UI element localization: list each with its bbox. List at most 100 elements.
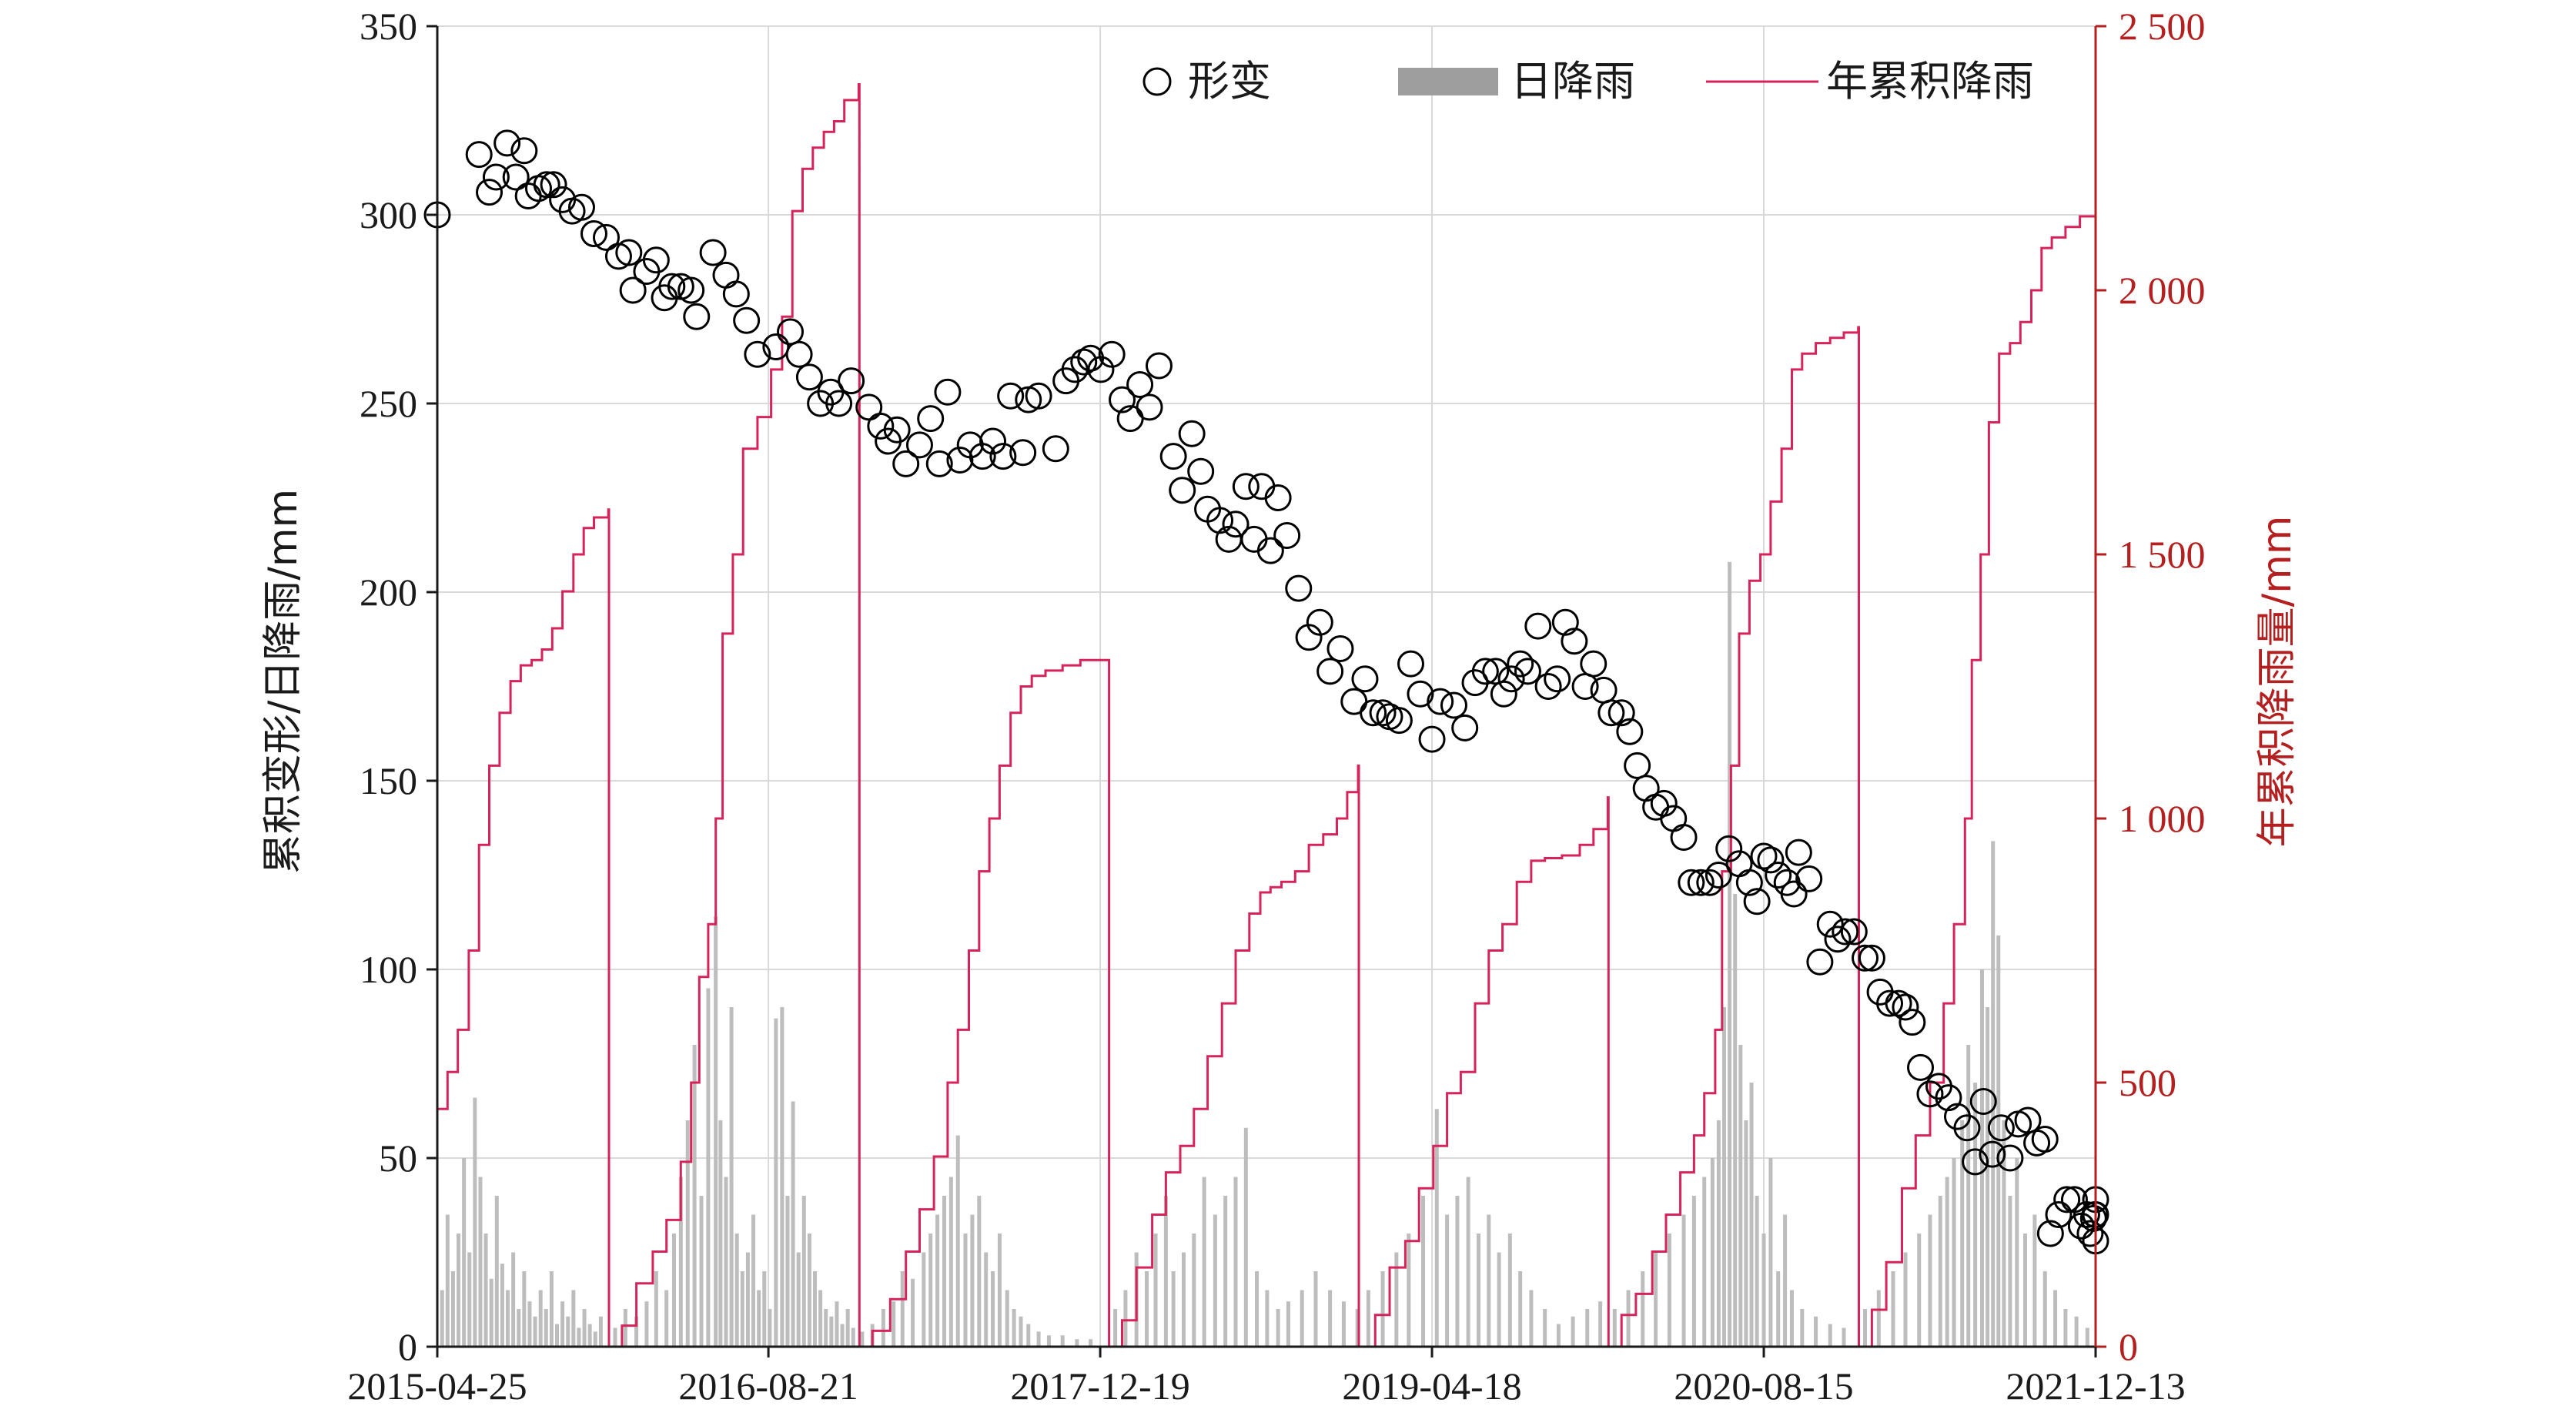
rain-bar (1233, 1177, 1238, 1347)
rain-bar (593, 1331, 597, 1347)
deformation-point (1169, 477, 1196, 504)
rain-bar (1518, 1271, 1523, 1347)
deformation-point (1571, 673, 1599, 700)
daily-rain-bars (440, 561, 2089, 1347)
rain-bar (734, 1234, 739, 1347)
rain-bar (1163, 1196, 1168, 1347)
rain-bar (517, 1309, 521, 1347)
y2-tick-label: 500 (2119, 1061, 2176, 1104)
legend-label-deformation: 形变 (1188, 57, 1271, 105)
deformation-point (2031, 1126, 2059, 1153)
rain-bar (1973, 1083, 1978, 1347)
rain-bar (963, 1234, 968, 1347)
deformation-point (1979, 1140, 2006, 1168)
rain-bar (2008, 1196, 2012, 1347)
rain-bar (1938, 1196, 1942, 1347)
deformation-point (1326, 635, 1354, 662)
rain-bar (494, 1196, 499, 1347)
y2-tick-label: 1 500 (2119, 533, 2206, 576)
deformation-point (997, 382, 1025, 410)
deformation-point (1780, 880, 1808, 908)
deformation-point (1832, 918, 1859, 946)
legend-circle-icon (1142, 67, 1172, 96)
deformation-point (1042, 435, 1069, 463)
rain-bar (1768, 1158, 1773, 1347)
deformation-point (1316, 658, 1344, 685)
deformation-point (1524, 612, 1552, 640)
deformation-point (1996, 1144, 2024, 1172)
deformation-point (1098, 340, 1126, 368)
rain-bar (1814, 1316, 1818, 1347)
rain-bar (473, 1097, 477, 1347)
deformation-point (476, 179, 503, 206)
deformation-point (1025, 382, 1052, 410)
rain-bar (571, 1290, 576, 1347)
deformation-point (905, 431, 933, 459)
rain-bar (1012, 1309, 1016, 1347)
rain-bar (1721, 1007, 1726, 1347)
legend: 形变 日降雨 年累积降雨 (1142, 57, 2034, 105)
rain-bar (785, 1196, 790, 1347)
rain-bar (928, 1234, 933, 1347)
deformation-point (1907, 1053, 1935, 1081)
deformation-point (540, 171, 567, 199)
rain-bar (840, 1324, 845, 1347)
rain-bar (440, 1290, 444, 1347)
deformation-point (1232, 473, 1260, 500)
deformation-point (1687, 869, 1715, 896)
rain-bar (560, 1301, 565, 1347)
rain-bar (506, 1290, 510, 1347)
y2-tick-label: 1 000 (2119, 797, 2206, 840)
deformation-point (2045, 1201, 2073, 1228)
y-tick-label: 0 (398, 1325, 417, 1368)
rain-bar (1585, 1309, 1590, 1347)
deformation-point (1743, 888, 1771, 916)
cumulative-rain-path (437, 83, 2097, 1348)
rain-bar (1800, 1309, 1805, 1347)
deformation-point (1616, 718, 1644, 745)
deformation-point (1816, 910, 1844, 938)
rain-bar (1420, 1196, 1425, 1347)
deformation-point (1418, 725, 1446, 753)
rain-bar (1153, 1234, 1158, 1347)
rain-bar (942, 1196, 946, 1347)
deformation-points (423, 129, 2109, 1255)
rain-bar (1744, 1120, 1748, 1347)
deformation-point (658, 273, 686, 300)
rain-bar (1529, 1290, 1534, 1347)
rain-bar (1691, 1196, 1696, 1347)
deformation-point (615, 239, 643, 266)
deformation-point (1385, 707, 1413, 735)
deformation-point (777, 318, 805, 346)
deformation-point (1507, 650, 1534, 678)
rain-bar (1612, 1309, 1617, 1347)
rain-bar (2085, 1327, 2089, 1347)
rain-bar (860, 1331, 865, 1347)
deformation-point (946, 447, 974, 474)
rain-bar (1171, 1271, 1176, 1347)
deformation-point (1735, 869, 1763, 896)
rain-bar (598, 1316, 603, 1347)
rain-bar (1265, 1290, 1270, 1347)
deformation-point (2053, 1186, 2081, 1213)
deformation-point (1852, 944, 1879, 972)
y-tick-label: 150 (360, 759, 417, 802)
rain-bar (774, 1018, 778, 1347)
rain-bar (1366, 1290, 1370, 1347)
rain-bar (566, 1316, 570, 1347)
deformation-point (699, 239, 727, 266)
deformation-point (733, 306, 761, 334)
legend-bar-icon (1398, 68, 1498, 95)
rain-bar (2022, 1234, 2027, 1347)
deformation-point (1248, 473, 1276, 500)
rain-bar (745, 1252, 750, 1347)
rain-bar (538, 1290, 543, 1347)
legend-label-daily-rain: 日降雨 (1510, 57, 1635, 105)
rain-bar (718, 1120, 723, 1347)
rain-bar (740, 1271, 744, 1347)
deformation-point (465, 141, 493, 169)
rain-bar (549, 1271, 554, 1347)
rain-bar (1891, 1271, 1895, 1347)
deformation-point (1590, 676, 1618, 704)
deformation-point (744, 340, 771, 368)
